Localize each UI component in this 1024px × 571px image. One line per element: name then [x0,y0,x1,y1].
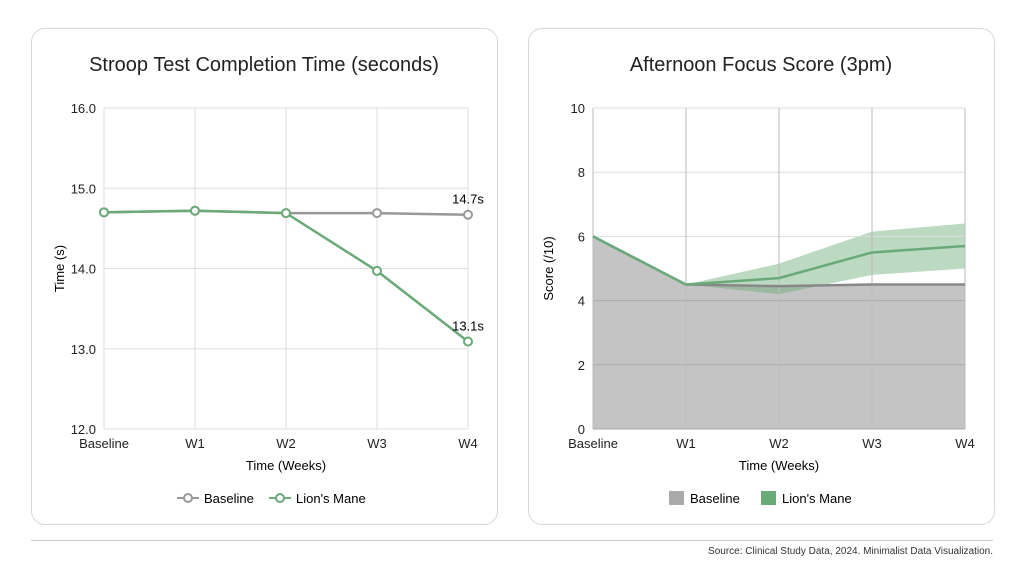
legend-lions-mane-swatch [761,491,776,505]
lions-mane-point [99,207,109,218]
lions-mane-point [372,265,382,276]
y-tick-label: 0 [578,422,585,437]
y-tick-label: 2 [578,358,585,373]
lions-mane-point [190,205,200,216]
x-tick-label: W3 [367,436,387,451]
y-tick-label: 4 [578,294,585,309]
y-tick-label: 6 [578,229,585,244]
legend-lions-mane-label: Lion's Mane [782,491,852,506]
x-tick-label: W4 [458,436,478,451]
x-axis-label: Time (Weeks) [739,458,819,473]
y-tick-label: 10 [571,101,585,116]
chart-title: Afternoon Focus Score (3pm) [630,54,892,76]
lions-mane-point [281,208,291,219]
legend-baseline-swatch [669,491,684,505]
lions-mane-point [463,336,473,347]
focus-chart: Afternoon Focus Score (3pm) 0 2 4 6 8 10 Baseli… [541,54,975,506]
x-tick-label: W2 [276,436,296,451]
y-tick-label: 15.0 [71,181,96,196]
baseline-point [372,208,382,219]
stroop-chart: Stroop Test Completion Time (seconds) 12.… [52,54,484,506]
footer-divider [31,540,993,541]
focus-chart-card: Afternoon Focus Score (3pm) 0 2 4 6 8 10 Baseli… [528,28,995,525]
x-tick-label: W2 [769,436,789,451]
x-tick-label: Baseline [79,436,129,451]
x-tick-label: W1 [185,436,205,451]
y-tick-label: 8 [578,165,585,180]
legend-baseline-label: Baseline [204,491,254,506]
x-tick-label: W1 [676,436,696,451]
legend-baseline-marker [183,493,193,503]
x-tick-label: W3 [862,436,882,451]
lions-mane-line [592,235,966,286]
stroop-chart-card: Stroop Test Completion Time (seconds) 12.… [31,28,498,525]
legend-lions-mane-marker [275,493,285,503]
y-tick-label: 12.0 [71,422,96,437]
data-label: 13.1s [452,319,484,334]
y-axis-label: Score (/10) [541,236,556,300]
x-tick-label: W4 [955,436,975,451]
legend-lions-mane-label: Lion's Mane [296,491,366,506]
x-tick-label: Baseline [568,436,618,451]
y-tick-label: 14.0 [71,262,96,277]
baseline-point [463,209,473,220]
x-axis-label: Time (Weeks) [246,458,326,473]
chart-title: Stroop Test Completion Time (seconds) [89,54,439,76]
source-note: Source: Clinical Study Data, 2024. Minim… [708,546,993,557]
y-axis-label: Time (s) [52,245,67,292]
y-tick-label: 16.0 [71,101,96,116]
data-label: 14.7s [452,192,484,207]
y-tick-label: 13.0 [71,342,96,357]
legend-baseline-label: Baseline [690,491,740,506]
